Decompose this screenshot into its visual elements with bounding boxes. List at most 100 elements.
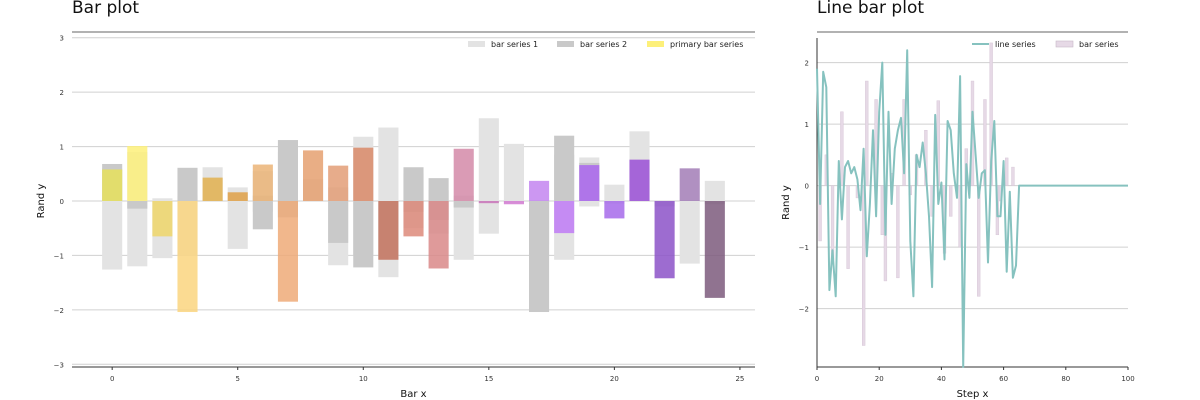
x-tick-label: 80 xyxy=(1061,375,1070,383)
bar-series-1-bar xyxy=(127,201,148,267)
x-tick-label: 0 xyxy=(110,375,114,383)
primary-bar xyxy=(127,146,148,201)
primary-bar xyxy=(177,201,198,313)
primary-bar xyxy=(102,169,123,201)
x-tick-label: 10 xyxy=(359,375,368,383)
legend-label: bar series 2 xyxy=(580,40,627,49)
primary-bar xyxy=(604,201,625,219)
bar-series-bar xyxy=(896,185,900,279)
primary-bar xyxy=(529,180,550,201)
y-axis-label: Rand y xyxy=(36,184,47,219)
primary-bar xyxy=(403,201,424,237)
bar-series-2-bar xyxy=(428,178,449,201)
primary-bar xyxy=(378,201,399,260)
primary-bar xyxy=(453,148,474,201)
bar-series-1-bar xyxy=(227,201,248,249)
x-tick-label: 40 xyxy=(937,375,946,383)
x-tick-label: 60 xyxy=(999,375,1008,383)
primary-bar xyxy=(679,168,700,201)
bar-series-1-bar xyxy=(378,127,399,201)
y-tick-label: 2 xyxy=(805,60,809,68)
primary-bar xyxy=(654,201,675,279)
primary-bar xyxy=(503,201,524,205)
bar-series-bar xyxy=(1011,166,1015,186)
x-axis-label: Step x xyxy=(957,389,989,400)
primary-bar xyxy=(303,150,324,201)
x-tick-label: 100 xyxy=(1121,375,1134,383)
legend-label: bar series 1 xyxy=(491,40,538,49)
bar-series-1-bar xyxy=(453,201,474,260)
y-tick-label: −2 xyxy=(799,306,809,314)
bar-series-1-bar xyxy=(503,143,524,201)
bar-series-bar xyxy=(880,185,884,236)
bar-series-1-bar xyxy=(102,201,123,270)
primary-bar xyxy=(353,147,374,201)
primary-bar xyxy=(629,159,650,201)
x-tick-label: 0 xyxy=(815,375,819,383)
line-series-path xyxy=(816,49,1128,368)
bar-series-1-bar xyxy=(704,180,725,201)
y-axis-label: Rand y xyxy=(781,185,792,220)
legend-label: line series xyxy=(995,40,1036,49)
x-tick-label: 20 xyxy=(875,375,884,383)
primary-bar xyxy=(579,165,600,201)
x-tick-label: 25 xyxy=(735,375,744,383)
y-tick-label: 0 xyxy=(805,183,809,191)
y-tick-label: 1 xyxy=(805,121,809,129)
bar-series-2-bar xyxy=(127,201,148,209)
primary-bar xyxy=(202,177,223,201)
primary-bar xyxy=(152,201,173,237)
chart-title: Bar plot xyxy=(72,0,139,18)
legend-label: primary bar series xyxy=(670,40,743,49)
bar-series-bar xyxy=(846,185,850,269)
bar-series-2-bar xyxy=(328,201,349,243)
y-tick-label: 3 xyxy=(60,35,64,43)
bar-series-1-bar xyxy=(679,201,700,264)
legend-swatch xyxy=(647,41,664,47)
bar-series-bar xyxy=(840,111,844,186)
bar-series-1-bar xyxy=(478,201,499,234)
primary-bar xyxy=(704,201,725,298)
bar-series-bar xyxy=(1005,157,1009,186)
y-tick-label: −1 xyxy=(54,252,64,260)
primary-bar xyxy=(428,201,449,269)
bar-series-bar xyxy=(862,185,866,346)
bar-series-bar xyxy=(949,185,953,217)
primary-bar xyxy=(328,165,349,201)
bar-series-1-bar xyxy=(152,198,173,201)
bar-series-1-bar xyxy=(604,184,625,201)
y-tick-label: 0 xyxy=(60,198,64,206)
y-tick-label: −1 xyxy=(799,244,809,252)
bar-series-2-bar xyxy=(403,167,424,201)
bar-series-2-bar xyxy=(252,201,273,230)
x-tick-label: 20 xyxy=(610,375,619,383)
bar-series-2-bar xyxy=(453,201,474,208)
bar-series-1-bar xyxy=(579,201,600,207)
bar-series-2-bar xyxy=(177,167,198,201)
bar-series-1-bar xyxy=(478,118,499,201)
legend-swatch xyxy=(468,41,485,47)
bar-series-2-bar xyxy=(554,135,575,201)
x-axis-label: Bar x xyxy=(400,389,426,400)
legend-bar-swatch xyxy=(1055,40,1074,48)
bar-series-2-bar xyxy=(529,201,550,313)
y-tick-label: 1 xyxy=(60,144,64,152)
chart-title: Line bar plot xyxy=(817,0,924,18)
legend-swatch xyxy=(557,41,574,47)
y-tick-label: −3 xyxy=(54,361,64,369)
bar-series-bar xyxy=(865,80,869,186)
bar-series-2-bar xyxy=(353,201,374,268)
primary-bar xyxy=(252,164,273,201)
x-tick-label: 15 xyxy=(484,375,493,383)
y-tick-label: 2 xyxy=(60,89,64,97)
bar-series-bar xyxy=(830,185,835,260)
y-tick-label: −2 xyxy=(54,307,64,315)
primary-bar xyxy=(554,201,575,234)
bar-series-bar xyxy=(977,185,981,297)
legend-label: bar series xyxy=(1079,40,1119,49)
primary-bar xyxy=(277,201,298,302)
primary-bar xyxy=(478,201,499,204)
primary-bar xyxy=(227,192,248,201)
bar-series-2-bar xyxy=(277,140,298,201)
